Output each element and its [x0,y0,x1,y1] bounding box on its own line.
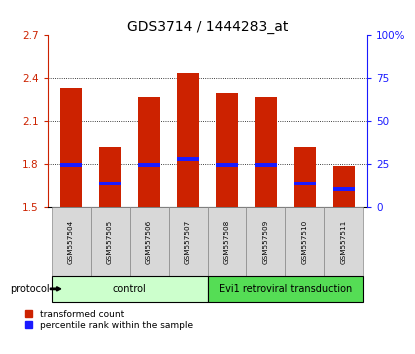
Bar [255,97,277,207]
Bar [294,182,316,185]
Text: control: control [113,284,146,294]
Bar [177,73,199,207]
Bar [255,163,277,167]
Bar [177,157,199,161]
Text: GSM557505: GSM557505 [107,219,113,264]
Bar [138,163,160,167]
Bar [333,187,354,191]
Bar [99,147,121,207]
Bar [294,147,316,207]
Title: GDS3714 / 1444283_at: GDS3714 / 1444283_at [127,21,288,34]
Text: GSM557510: GSM557510 [302,219,308,264]
Legend: transformed count, percentile rank within the sample: transformed count, percentile rank withi… [25,310,193,330]
Text: Evi1 retroviral transduction: Evi1 retroviral transduction [219,284,352,294]
Bar [99,182,121,185]
Text: protocol: protocol [10,284,49,294]
Text: GSM557508: GSM557508 [224,219,230,264]
Bar [216,163,238,167]
Bar [138,97,160,207]
Text: GSM557509: GSM557509 [263,219,269,264]
Text: GSM557507: GSM557507 [185,219,191,264]
Text: GSM557511: GSM557511 [341,219,347,264]
Text: GSM557504: GSM557504 [68,219,74,264]
Bar [333,166,354,207]
Bar [216,93,238,207]
Text: GSM557506: GSM557506 [146,219,152,264]
Bar [61,163,82,167]
Bar [61,88,82,207]
